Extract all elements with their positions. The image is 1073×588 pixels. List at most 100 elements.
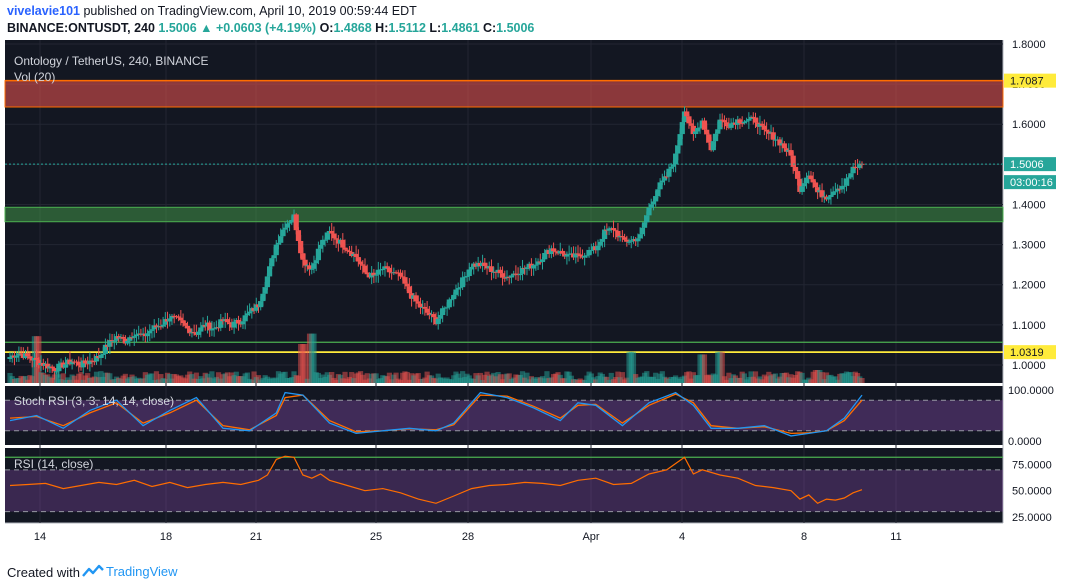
volume-bar [149,373,155,383]
candle-body [539,259,546,263]
stoch-tick-label: 0.0000 [1008,436,1042,448]
candle-body [313,260,319,264]
candle-body [82,360,89,364]
candle-body [318,244,324,249]
candle-body [681,111,688,123]
candle-body [102,344,109,354]
candle-body [386,267,393,273]
close-value: 1.5006 [496,21,535,35]
candle-body [25,353,31,357]
volume-bars [7,333,865,383]
candle-body [298,241,304,254]
candle-body [435,318,441,325]
y-tick-label: 1.1000 [1012,320,1046,332]
candle-body [158,326,164,328]
last-price-tag-bg [1004,157,1056,172]
candle-body [417,303,424,308]
y-tick-label: 1.3000 [1012,240,1046,252]
candle-body [320,239,326,245]
candle-body [531,265,537,269]
y-tick-label: 1.4000 [1012,199,1046,211]
published-text: published on TradingView.com, April 10, … [83,4,417,18]
candle-body [679,122,685,135]
candle-body [457,287,464,289]
rsi-curve [9,455,863,505]
candle-body [497,269,503,274]
candle-body [846,177,852,179]
low-value: 1.4861 [441,21,480,35]
candle-body [147,330,153,334]
volume-bar [78,372,84,383]
candle-body [517,273,523,276]
candle-body [628,240,634,242]
candle-body [635,238,641,242]
chart-header: vivelavie101 published on TradingView.co… [0,0,1073,40]
volume-bar [364,373,370,383]
x-tick-label: 8 [801,531,807,543]
candle-body [648,204,654,208]
candle-body [446,299,452,308]
candle-body [761,125,767,130]
candle-body [666,168,672,177]
candle-body [573,253,579,258]
tradingview-brand[interactable]: TradingView [106,564,178,579]
candle-body [639,227,645,235]
symbol-label: BINANCE:ONTUSDT, 240 [7,21,155,35]
candle-body [770,132,776,140]
candle-body [826,197,832,200]
candle-body [706,134,712,143]
rsi-pane[interactable] [5,448,1003,523]
volume-bar [415,373,421,383]
candle-body [311,263,317,269]
candle-body [309,268,315,270]
candle-body [803,177,810,184]
candle-body [619,236,625,238]
candle-body [109,340,115,342]
candle-body [107,340,113,347]
candle-body [777,139,783,146]
candle-body [728,123,734,128]
candle-body [717,119,723,130]
candle-body [278,236,284,243]
candle-body [160,324,166,327]
candle-body [413,295,419,302]
candle-body [763,129,770,132]
candle-body [577,254,583,257]
candle-body [599,239,606,242]
stoch-k-line [9,391,863,437]
author-link[interactable]: vivelavie101 [7,4,80,18]
countdown-tag-bg [1004,175,1056,190]
candle-body [830,191,836,195]
candle-body [120,337,126,339]
candle-body [284,223,290,228]
candle-body [746,119,752,121]
candle-body [18,353,24,355]
countdown-tag: 03:00:16 [1010,177,1053,189]
support-zone [4,206,1004,223]
volume-bar [153,371,160,383]
candle-body [759,123,765,126]
candle-body [322,239,328,241]
candle-body [661,176,668,181]
resistance-price-tag-bg [1004,73,1056,88]
candle-body [362,265,368,273]
volume-bar [721,376,728,383]
chart-area[interactable]: 1.80001.70001.60001.50001.40001.30001.20… [0,40,1073,558]
resistance-zone [4,80,1004,108]
candle-body [744,120,750,122]
chart-title: Ontology / TetherUS, 240, BINANCE [14,54,209,68]
candle-body [207,322,213,331]
candle-body [828,194,834,198]
candle-body [508,275,515,278]
candle-body [329,230,335,234]
candle-body [344,249,350,251]
candle-body [695,127,701,132]
volume-label: Vol (20) [14,70,55,84]
volume-bar [506,373,512,383]
volume-bar [22,375,29,383]
rsi-label: RSI (14, close) [14,457,93,471]
x-tick-label: 18 [160,531,172,543]
publish-line: vivelavie101 published on TradingView.co… [7,4,417,18]
volume-bar [619,372,625,383]
candle-body [264,276,270,288]
